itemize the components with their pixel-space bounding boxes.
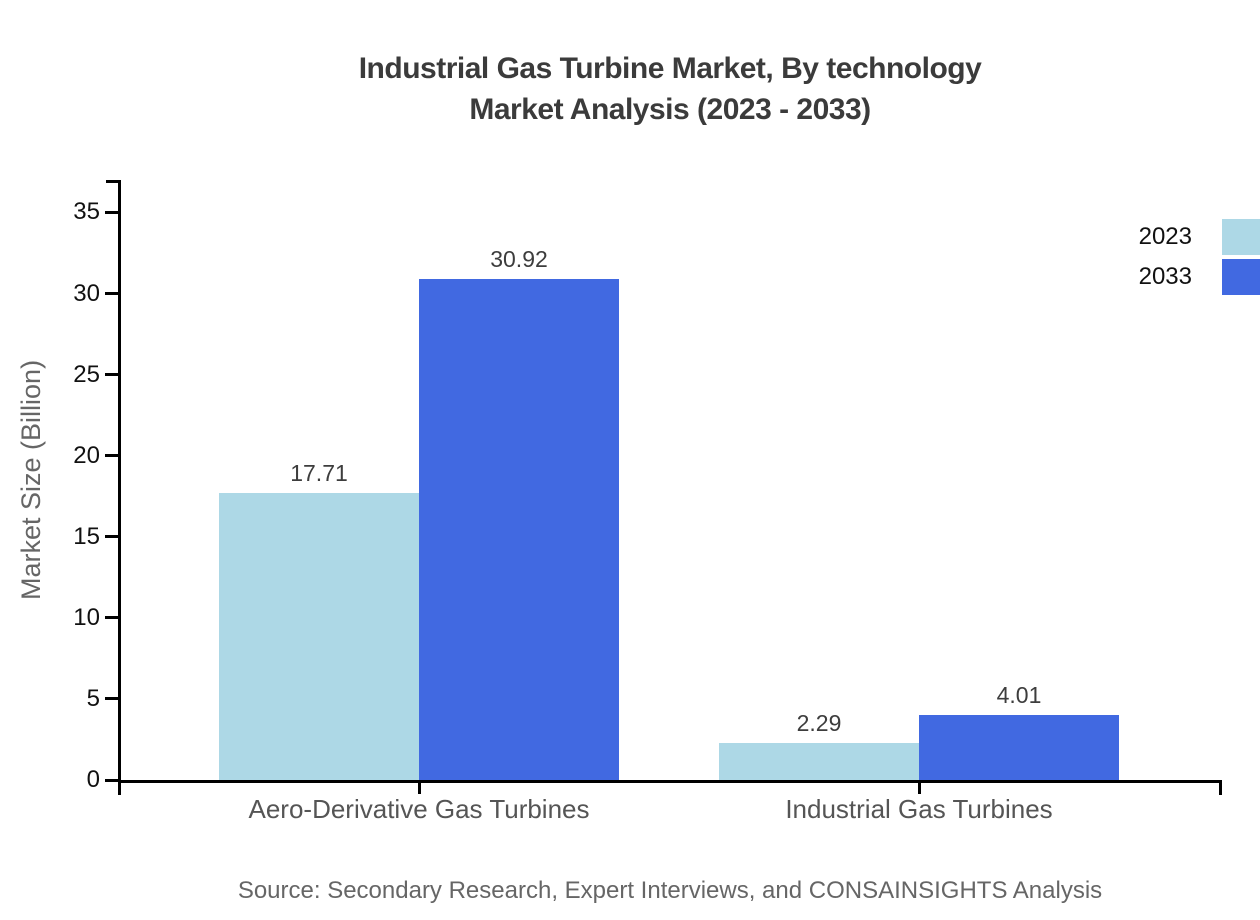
legend-item-2033: 2033	[1139, 259, 1260, 295]
y-axis-tick-10	[105, 616, 118, 620]
value-label-2023-industrial-gas-turbines: 2.29	[796, 709, 842, 736]
y-axis-tick-15	[105, 535, 118, 539]
y-axis-tick-label-0: 0	[86, 766, 100, 793]
y-axis-tick-label-15: 15	[73, 522, 100, 550]
legend-swatch-2023	[1222, 219, 1260, 255]
bar-2033-industrial-gas-turbines	[919, 714, 1119, 780]
x-axis-tick-aero-derivative-gas-turbines	[417, 780, 421, 794]
chart-title-line-2: Market Analysis (2023 - 2033)	[469, 93, 871, 126]
x-axis-category-label-aero-derivative-gas-turbines: Aero-Derivative Gas Turbines	[248, 794, 590, 824]
x-axis-tick-industrial-gas-turbines	[917, 780, 921, 794]
y-axis-tick-20	[105, 454, 118, 458]
legend-label-2033: 2033	[1138, 263, 1192, 290]
y-axis-tick-label-20: 20	[73, 441, 100, 469]
bar-2023-aero-derivative-gas-turbines	[219, 492, 419, 780]
legend-label-2023: 2023	[1138, 223, 1192, 250]
y-axis-tick-35	[105, 210, 118, 214]
y-axis-tick-5	[105, 697, 118, 701]
value-label-2023-aero-derivative-gas-turbines: 17.71	[290, 459, 348, 486]
x-axis-line	[118, 780, 1222, 783]
y-axis-tick-0	[105, 778, 118, 782]
y-axis-tick-label-25: 25	[73, 360, 100, 388]
y-axis-tick-label-35: 35	[73, 198, 100, 226]
y-axis-tick-25	[105, 373, 118, 377]
plot-area: 0 5 10 15 20 25 30 35 17.71 30.92 Aero-Derivative …	[73, 180, 1222, 824]
y-axis-tick-label-30: 30	[73, 279, 100, 307]
value-label-2033-industrial-gas-turbines: 4.01	[996, 681, 1042, 708]
x-axis-category-label-industrial-gas-turbines: Industrial Gas Turbines	[785, 794, 1053, 824]
legend: 2023 2033	[1139, 219, 1260, 299]
y-axis-line	[118, 180, 121, 795]
y-axis-tick-label-5: 5	[86, 684, 100, 712]
y-axis-tick-label-10: 10	[73, 603, 100, 631]
y-axis-tick-30	[105, 292, 118, 295]
x-axis-end-cap	[1219, 780, 1222, 795]
y-axis-end-cap	[106, 180, 118, 183]
legend-item-2023: 2023	[1139, 219, 1260, 255]
value-label-2033-aero-derivative-gas-turbines: 30.92	[490, 245, 548, 272]
bar-2023-industrial-gas-turbines	[719, 742, 919, 780]
chart-title: Industrial Gas Turbine Market, By techno…	[118, 48, 1222, 130]
chart-title-line-1: Industrial Gas Turbine Market, By techno…	[358, 52, 982, 85]
legend-swatch-2033	[1222, 259, 1260, 295]
bar-2033-aero-derivative-gas-turbines	[419, 278, 619, 780]
source-note: Source: Secondary Research, Expert Inter…	[237, 877, 1103, 904]
